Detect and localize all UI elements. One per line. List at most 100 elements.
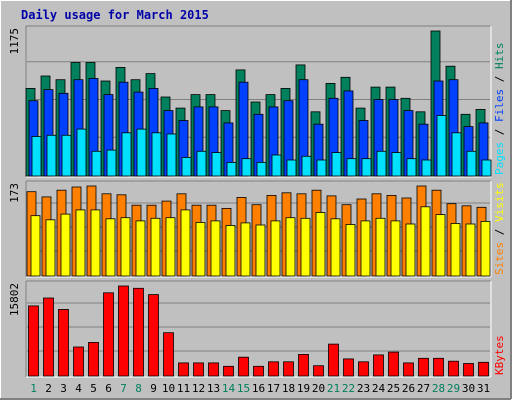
- day-label: 4: [75, 382, 82, 395]
- hits-panel-bar-pages: [166, 133, 177, 177]
- hits-panel-bar-pages: [61, 134, 72, 177]
- day-label: 19: [297, 382, 310, 395]
- kbytes-panel-bar-kbytes: [148, 294, 159, 377]
- hits-panel-bar-pages: [436, 115, 447, 177]
- visits-panel-bar-visits: [285, 217, 296, 277]
- kbytes-panel-bar-kbytes: [268, 361, 279, 377]
- kbytes-panel-bar-kbytes: [463, 363, 474, 377]
- kbytes-panel-bar-kbytes: [43, 297, 54, 377]
- day-label: 11: [177, 382, 190, 395]
- kbytes-panel-bar-kbytes: [73, 346, 84, 377]
- legend-separator: /: [493, 222, 506, 242]
- kbytes-panel-bar-kbytes: [88, 341, 99, 377]
- hits-panel-bar-pages: [106, 149, 117, 177]
- day-label: 22: [342, 382, 355, 395]
- day-label: 12: [192, 382, 205, 395]
- hits-panel-bar-pages: [241, 158, 252, 177]
- day-label: 15: [237, 382, 250, 395]
- hits-panel-bar-pages: [151, 132, 162, 177]
- visits-panel-ymax-label: 173: [8, 183, 21, 203]
- kbytes-panel-bar-kbytes: [448, 360, 459, 377]
- kbytes-panel-bar-kbytes: [238, 356, 249, 377]
- day-label: 5: [90, 382, 97, 395]
- legend-separator: /: [493, 69, 506, 89]
- day-label: 6: [105, 382, 112, 395]
- hits-panel-ymax-label: 1175: [8, 28, 21, 55]
- kbytes-panel-bar-kbytes: [298, 353, 309, 377]
- kbytes-panel-bar-kbytes: [208, 362, 219, 377]
- visits-panel-bar-visits: [60, 213, 71, 277]
- visits-panel-bar-visits: [420, 206, 431, 277]
- visits-panel-bar-visits: [105, 218, 116, 277]
- visits-panel-bar-visits: [450, 223, 461, 277]
- hits-panel-bar-pages: [196, 150, 207, 177]
- legend-sites: Sites: [493, 242, 506, 275]
- kbytes-panel-bar-kbytes: [118, 285, 129, 377]
- kbytes-panel-bar-kbytes: [163, 332, 174, 377]
- visits-panel-bar-visits: [330, 218, 341, 277]
- kbytes-panel-bar-kbytes: [388, 351, 399, 377]
- visits-panel-bar-visits: [195, 221, 206, 277]
- visits-panel-bar-visits: [210, 220, 221, 277]
- hits-panel-bar-pages: [466, 150, 477, 177]
- visits-panel-bar-visits: [315, 212, 326, 277]
- visits-panel-bar-visits: [300, 217, 311, 277]
- day-label: 18: [282, 382, 295, 395]
- visits-panel-bar-visits: [45, 219, 56, 277]
- hits-panel-bar-pages: [136, 128, 147, 177]
- day-label: 13: [207, 382, 220, 395]
- kbytes-panel-bar-kbytes: [373, 354, 384, 377]
- visits-panel-bar-visits: [390, 220, 401, 277]
- hits-panel-bar-pages: [91, 150, 102, 177]
- visits-panel-bar-visits: [180, 209, 191, 277]
- visits-panel-bar-visits: [75, 209, 86, 277]
- day-label: 21: [327, 382, 340, 395]
- kbytes-panel-bar-kbytes: [58, 308, 69, 377]
- visits-panel-bar-visits: [150, 217, 161, 277]
- kbytes-panel-bar-kbytes: [223, 365, 234, 377]
- day-label: 2: [45, 382, 52, 395]
- visits-panel-bar-visits: [480, 220, 491, 277]
- kbytes-panel-bar-kbytes: [403, 362, 414, 377]
- visits-panel-bar-visits: [375, 217, 386, 277]
- day-label: 9: [150, 382, 157, 395]
- visits-panel-bar-visits: [240, 222, 251, 277]
- visits-panel-bar-visits: [270, 220, 281, 277]
- legend-hits: Hits: [493, 43, 506, 70]
- hits-panel-bar-pages: [46, 134, 57, 177]
- legend-kbytes: KBytes: [493, 335, 506, 375]
- kbytes-panel-bar-kbytes: [313, 365, 324, 377]
- hits-panel-bar-pages: [286, 159, 297, 177]
- hits-panel-bar-pages: [121, 132, 132, 177]
- hits-panel-bar-pages: [256, 161, 267, 177]
- day-label: 16: [252, 382, 265, 395]
- day-label: 30: [462, 382, 475, 395]
- kbytes-panel-bar-kbytes: [478, 361, 489, 377]
- day-label: 28: [432, 382, 445, 395]
- kbytes-panel-bar-kbytes: [418, 357, 429, 377]
- hits-panel-bar-pages: [421, 159, 432, 177]
- visits-panel-bar-visits: [465, 223, 476, 277]
- visits-panel-bar-visits: [165, 217, 176, 277]
- legend-files: Files: [493, 89, 506, 122]
- day-label: 1: [30, 382, 37, 395]
- hits-panel-bar-pages: [331, 152, 342, 177]
- hits-panel-bar-pages: [346, 158, 357, 177]
- hits-panel-bar-pages: [361, 158, 372, 177]
- chart-title: Daily usage for March 2015: [21, 8, 209, 22]
- legend-pages: Pages: [493, 142, 506, 175]
- day-label: 7: [120, 382, 127, 395]
- visits-panel-bar-visits: [255, 224, 266, 277]
- day-label: 27: [417, 382, 430, 395]
- hits-panel-bar-pages: [376, 150, 387, 177]
- kbytes-panel-legend: KBytes: [493, 335, 506, 375]
- hits-panel-bar-pages: [76, 128, 87, 177]
- hits-panel-bar-pages: [226, 161, 237, 177]
- hits-panel-bar-pages: [316, 159, 327, 177]
- kbytes-panel-bar-kbytes: [343, 358, 354, 377]
- visits-panel-bar-visits: [360, 220, 371, 277]
- hits-panel-bar-pages: [406, 158, 417, 177]
- day-label: 10: [162, 382, 175, 395]
